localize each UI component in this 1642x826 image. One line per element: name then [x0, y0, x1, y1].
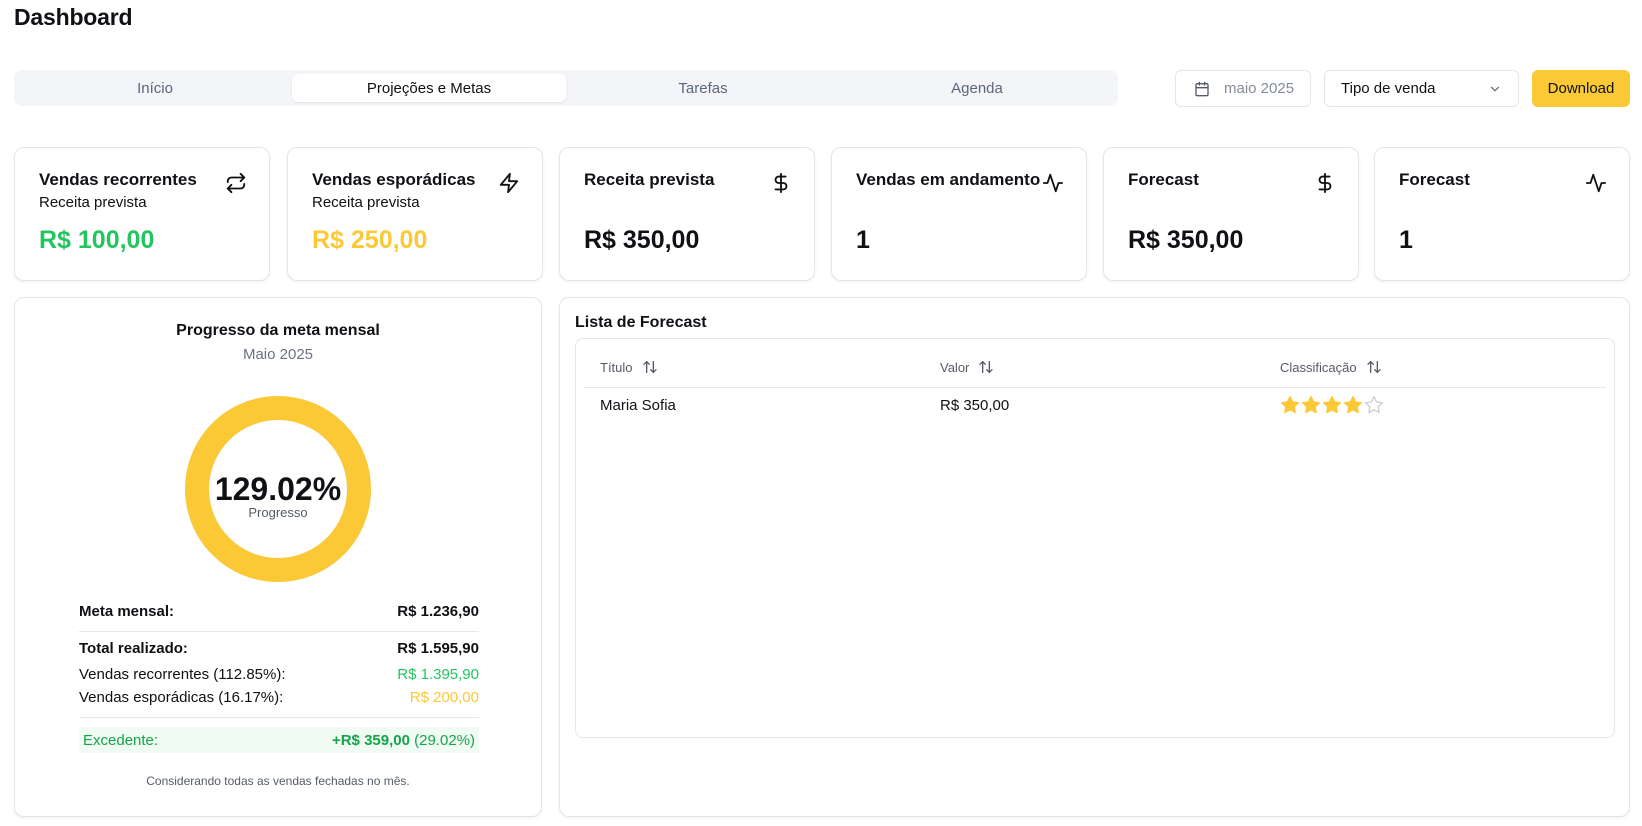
column-header-classificacao[interactable]: Classificação	[1280, 359, 1382, 375]
kpi-value: R$ 250,00	[312, 226, 428, 254]
total-realizado-label: Total realizado:	[79, 640, 188, 657]
table-cell-valor: R$ 350,00	[940, 397, 1010, 414]
vendas-esporadicas-row: Vendas esporádicas (16.17%): R$ 200,00	[79, 689, 479, 711]
activity-icon	[1585, 173, 1607, 193]
download-button[interactable]: Download	[1532, 70, 1630, 107]
column-header-label: Classificação	[1280, 359, 1357, 375]
monthly-goal-card: Progresso da meta mensal Maio 2025 129.0…	[14, 297, 542, 817]
vendas-recorrentes-label: Vendas recorrentes (112.85%):	[79, 666, 286, 683]
column-header-label: Título	[600, 359, 633, 375]
activity-icon	[1042, 173, 1064, 193]
table-header-divider	[584, 387, 1606, 388]
tab-agenda[interactable]: Agenda	[951, 79, 1003, 97]
sort-icon[interactable]	[1366, 359, 1382, 375]
column-header-valor[interactable]: Valor	[940, 359, 994, 375]
kpi-title: Vendas esporádicas	[312, 170, 476, 189]
vendas-esporadicas-value: R$ 200,00	[409, 689, 479, 706]
month-picker-value: maio 2025	[1224, 80, 1295, 97]
page-title: Dashboard	[14, 4, 133, 30]
kpi-value: 1	[856, 226, 870, 254]
total-realizado-value: R$ 1.595,90	[397, 640, 479, 657]
kpi-value: R$ 350,00	[584, 226, 700, 254]
excedente-row: Excedente: +R$ 359,00 (29.02%)	[79, 727, 479, 753]
star-filled-icon	[1302, 396, 1320, 414]
chevron-down-icon	[1490, 86, 1500, 91]
star-filled-icon	[1344, 396, 1362, 414]
kpi-value: R$ 100,00	[39, 226, 155, 254]
kpi-title: Forecast	[1399, 170, 1470, 189]
excedente-label: Excedente:	[83, 731, 159, 749]
forecast-list-title: Lista de Forecast	[575, 314, 707, 331]
progress-donut	[185, 396, 371, 582]
column-header-titulo[interactable]: Título	[600, 359, 658, 375]
sale-type-value: Tipo de venda	[1341, 80, 1436, 97]
sort-icon[interactable]	[642, 359, 658, 375]
progress-percent: 129.02%	[214, 471, 342, 507]
kpi-title: Vendas recorrentes	[39, 170, 197, 189]
tab-projecoes-metas[interactable]: Projeções e Metas	[292, 74, 566, 102]
divider	[79, 631, 479, 632]
calendar-icon	[1195, 81, 1209, 96]
meta-mensal-label: Meta mensal:	[79, 603, 175, 620]
column-header-label: Valor	[940, 359, 970, 375]
progress-label: Progresso	[248, 505, 308, 520]
repeat-icon	[226, 172, 246, 194]
meta-mensal-value: R$ 1.236,90	[397, 603, 479, 620]
kpi-card-receita-prevista: Receita prevista R$ 350,00	[559, 147, 815, 281]
kpi-title: Receita prevista	[584, 170, 715, 189]
sort-icon[interactable]	[978, 359, 994, 375]
kpi-card-vendas-andamento: Vendas em andamento 1	[831, 147, 1087, 281]
monthly-goal-title: Progresso da meta mensal	[176, 322, 380, 339]
goal-note: Considerando todas as vendas fechadas no…	[146, 774, 410, 788]
vendas-esporadicas-label: Vendas esporádicas (16.17%):	[79, 689, 284, 706]
zap-icon	[499, 172, 519, 194]
star-filled-icon	[1323, 396, 1341, 414]
kpi-card-forecast-valor: Forecast R$ 350,00	[1103, 147, 1359, 281]
kpi-value: R$ 350,00	[1128, 226, 1244, 254]
progress-donut-fill	[185, 396, 371, 582]
kpi-subtitle: Receita prevista	[312, 194, 420, 211]
kpi-card-vendas-recorrentes: Vendas recorrentes Receita prevista R$ 1…	[14, 147, 270, 281]
tabs-bar: Início Projeções e Metas Tarefas Agenda	[14, 70, 1118, 106]
star-empty-icon	[1365, 396, 1383, 414]
tab-inicio[interactable]: Início	[137, 79, 173, 97]
dollar-icon	[1318, 172, 1332, 194]
kpi-title: Vendas em andamento	[856, 170, 1041, 189]
kpi-value: 1	[1399, 226, 1413, 254]
star-filled-icon	[1281, 396, 1299, 414]
forecast-list-card: Lista de Forecast Título Valor Classific…	[559, 297, 1630, 817]
excedente-value: +R$ 359,00	[331, 731, 410, 749]
excedente-amount: +R$ 359,00 (29.02%)	[332, 732, 475, 749]
kpi-card-forecast-count: Forecast 1	[1374, 147, 1630, 281]
forecast-table: Título Valor Classificação Maria Sofia R…	[575, 338, 1615, 738]
goal-summary: Meta mensal: R$ 1.236,90 Total realizado…	[79, 603, 479, 753]
table-cell-titulo: Maria Sofia	[600, 397, 676, 414]
vendas-recorrentes-value: R$ 1.395,90	[397, 666, 479, 683]
meta-mensal-row: Meta mensal: R$ 1.236,90	[79, 603, 479, 625]
sale-type-select[interactable]: Tipo de venda	[1324, 70, 1519, 107]
vendas-recorrentes-row: Vendas recorrentes (112.85%): R$ 1.395,9…	[79, 666, 479, 688]
dollar-icon	[774, 172, 788, 194]
monthly-goal-subtitle: Maio 2025	[242, 346, 314, 363]
tab-tarefas[interactable]: Tarefas	[678, 79, 728, 97]
excedente-percent: (29.02%)	[414, 731, 475, 749]
divider	[79, 717, 479, 718]
kpi-title: Forecast	[1128, 170, 1199, 189]
month-picker[interactable]: maio 2025	[1175, 70, 1311, 107]
total-realizado-row: Total realizado: R$ 1.595,90	[79, 640, 479, 662]
rating-stars	[1280, 395, 1384, 415]
kpi-card-vendas-esporadicas: Vendas esporádicas Receita prevista R$ 2…	[287, 147, 543, 281]
kpi-subtitle: Receita prevista	[39, 194, 147, 211]
